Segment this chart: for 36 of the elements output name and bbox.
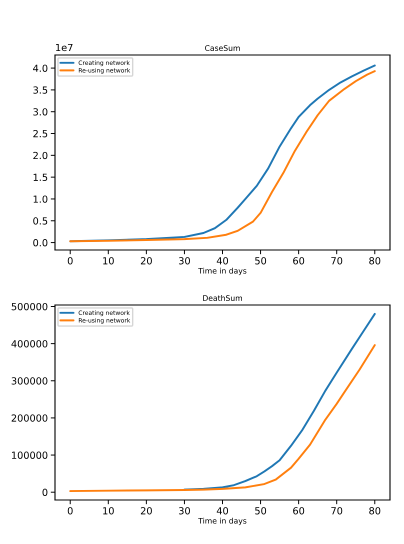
x-tick-label: 30 bbox=[178, 257, 190, 264]
x-tick-label: 40 bbox=[216, 257, 228, 264]
y-tick-label: 1.0 bbox=[34, 195, 48, 203]
x-tick-label: 20 bbox=[140, 507, 152, 514]
x-tick-label: 70 bbox=[331, 257, 342, 264]
y-tick-label: 300000 bbox=[12, 377, 48, 385]
x-tick-label: 50 bbox=[255, 257, 266, 264]
x-tick-label: 30 bbox=[178, 507, 190, 514]
y-tick-label: 100000 bbox=[12, 452, 48, 459]
y-tick-label: 200000 bbox=[12, 414, 48, 422]
x-tick-label: 60 bbox=[293, 257, 304, 264]
x-tick-label: 10 bbox=[103, 257, 114, 264]
x-tick-label: 10 bbox=[103, 507, 114, 514]
y-tick-label: 500000 bbox=[12, 302, 48, 310]
y-tick-label: 4.0 bbox=[33, 64, 48, 72]
y-tick-label: 2.5 bbox=[33, 130, 48, 138]
x-tick-label: 40 bbox=[216, 507, 228, 514]
y-tick-label: 0 bbox=[42, 488, 48, 496]
x-tick-label: 60 bbox=[293, 507, 304, 514]
text: 1e7 bbox=[56, 44, 73, 52]
x-tick-label: 70 bbox=[331, 507, 342, 514]
x-tick-label: 80 bbox=[369, 507, 380, 514]
x-tick-label: 80 bbox=[369, 257, 380, 264]
y-tick-label: 0.5 bbox=[33, 217, 48, 225]
y-tick-label: 400000 bbox=[11, 340, 48, 348]
x-tick-label: 50 bbox=[255, 507, 266, 514]
y-tick-label: 3.5 bbox=[33, 86, 48, 94]
x-tick-label: 20 bbox=[140, 257, 152, 264]
x-tick-label: 0 bbox=[68, 257, 73, 264]
y-tick-label: 2.0 bbox=[33, 152, 48, 160]
y-tick-label: 0.0 bbox=[33, 239, 48, 246]
y-tick-label: 3.0 bbox=[33, 108, 48, 116]
line-series bbox=[183, 312, 376, 491]
x-tick-label: 0 bbox=[68, 507, 73, 514]
line-series bbox=[69, 344, 376, 492]
y-tick-label: 1.5 bbox=[34, 174, 48, 181]
